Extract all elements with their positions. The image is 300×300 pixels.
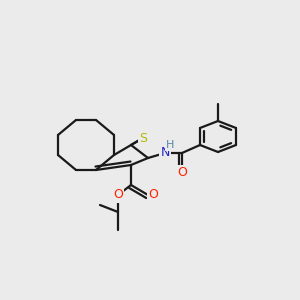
Text: O: O: [148, 188, 158, 202]
Text: S: S: [139, 131, 147, 145]
Text: O: O: [113, 188, 123, 202]
Text: O: O: [177, 167, 187, 179]
Text: N: N: [160, 146, 170, 160]
Text: H: H: [166, 140, 174, 150]
